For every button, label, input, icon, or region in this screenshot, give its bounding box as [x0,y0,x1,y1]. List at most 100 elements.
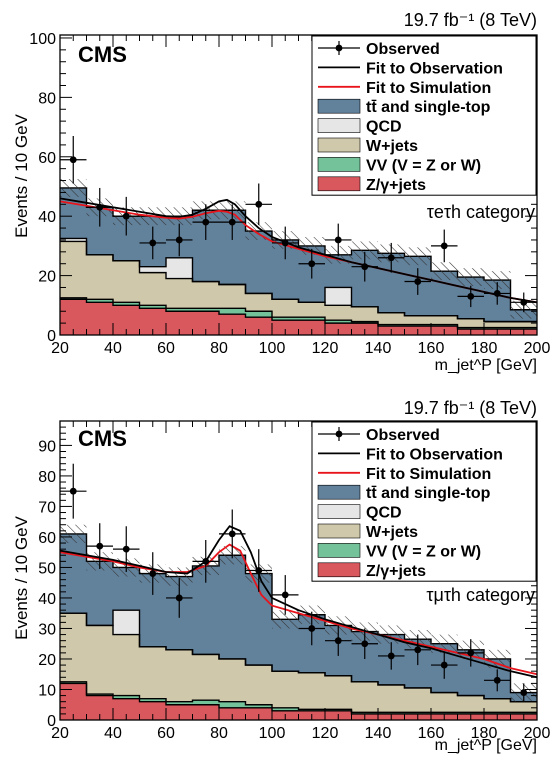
top-observed-point-5 [202,218,210,226]
top-observed-points [60,135,537,313]
bottom-xtick-label: 200 [524,725,551,742]
bottom-xtick-label: 140 [365,725,392,742]
top-legend-swatch-ttbar [317,98,361,114]
bottom-legend-label-5: W+jets [366,524,418,541]
top-observed-point-4 [175,236,183,244]
bottom-bar-vv-14 [431,712,458,714]
top-bar-qcd-4 [166,257,193,279]
top-legend-swatch-qcd [317,118,361,133]
bottom-observed-point-17 [520,689,528,696]
top-bar-vv-5 [192,308,219,312]
bottom-panel-labels: 19.7 fb⁻¹ (8 TeV) CMS τμτh category Even… [12,398,537,754]
top-bar-wjets-0 [60,241,87,298]
bottom-ytick-label: 20 [38,652,56,669]
bottom-bar-wjets-0 [60,613,87,682]
top-bar-ztau-7 [245,317,272,335]
top-legend-swatch-wjets [317,137,361,153]
bottom-bar-wjets-9 [298,672,325,710]
bottom-bar-vv-13 [404,712,431,714]
top-legend: Observed Fit to Observation Fit to Simulat… [311,35,537,196]
top-ytick-label: 20 [38,269,56,286]
bottom-bar-wjets-3 [139,646,166,699]
top-bar-wjets-15 [457,318,484,328]
bottom-observed-point-2 [122,545,130,553]
bottom-xtick-label: 180 [471,725,498,742]
top-bar-vv-6 [219,308,246,315]
top-observed-point-2 [122,212,130,220]
top-observed-point-10 [334,236,342,244]
bottom-bar-wjets-6 [219,658,246,702]
bottom-bar-wjets-15 [457,695,484,713]
bottom-y-ticks: 0 10 20 30 40 50 60 70 80 90 [38,420,537,730]
bottom-observed-points [60,463,537,702]
bottom-bar-vv-9 [298,709,325,711]
top-xtick-label: 120 [312,340,339,357]
bottom-bar-vv-3 [139,698,166,702]
top-bar-qcd-10 [325,287,352,306]
top-bar-qcd-3 [139,266,166,273]
bottom-bar-ztau-6 [219,707,246,720]
top-y-axis-label: Events / 10 GeV [12,113,31,237]
top-legend-label-3: tt̄ and single-top [366,98,491,116]
bottom-bar-wjets-14 [431,692,458,713]
top-xtick-label: 100 [259,340,286,357]
top-band-bin-15 [457,268,484,286]
top-observed-point-6 [228,218,236,226]
bottom-observed-point-3 [149,570,157,577]
bottom-bar-vv-17 [510,712,537,714]
bottom-bar-vv-8 [272,707,299,711]
top-observed-point-0 [69,156,77,164]
top-bar-wjets-5 [192,281,219,309]
top-band-bin-14 [431,262,458,281]
top-bar-vv-7 [245,311,272,318]
top-bar-ttbar-7 [245,231,272,294]
bottom-xtick-label: 40 [104,725,122,742]
bottom-observed-point-7 [255,567,263,574]
bottom-bar-wjets-5 [192,654,219,701]
top-bar-ztau-9 [298,320,325,335]
bottom-observed-point-13 [414,646,422,654]
bottom-bar-vv-15 [457,712,484,714]
top-bar-vv-8 [272,317,299,321]
top-xtick-label: 40 [104,340,122,357]
top-category-label: τeτh category [427,202,535,222]
top-bar-vv-4 [166,308,193,312]
bottom-legend-label-2: Fit to Simulation [366,466,491,483]
top-legend-label-5: W+jets [366,138,418,155]
bottom-ytick-label: 40 [38,591,56,608]
bottom-category-label: τμτh category [426,585,535,605]
bottom-outline-qcd [60,609,537,703]
bottom-observed-point-9 [308,625,316,632]
top-band-bin-11 [351,241,378,260]
bottom-band-bin-16 [484,649,511,669]
top-band-bin-7 [245,222,272,240]
top-bar-wjets-11 [351,306,378,322]
bottom-bar-wjets-11 [351,681,378,713]
bottom-bar-vv-6 [219,701,246,708]
top-xtick-label: 140 [365,340,392,357]
bottom-bar-wjets-4 [166,649,193,702]
top-legend-label-0: Observed [366,41,440,58]
bottom-ytick-label: 50 [38,560,56,577]
bottom-bar-ttbar-6 [219,555,246,659]
top-band-bin-0 [60,179,87,197]
bottom-legend-label-7: Z/γ+jets [366,563,426,580]
bottom-legend-label-3: tt̄ and single-top [366,484,491,502]
bottom-bar-wjets-2 [113,634,140,696]
bottom-bar-vv-1 [86,694,113,696]
top-bar-vv-16 [484,327,511,330]
bottom-bar-wjets-13 [404,687,431,713]
top-bar-vv-9 [298,317,325,321]
bottom-bar-vv-11 [351,712,378,714]
top-outline-qcd [60,237,537,323]
top-bar-vv-15 [457,327,484,330]
bottom-ytick-label: 30 [38,621,56,638]
top-bar-ztau-6 [219,314,246,335]
top-legend-label-1: Fit to Observation [366,60,503,77]
bottom-observed-point-10 [334,637,342,645]
top-xtick-label: 200 [524,340,551,357]
top-xtick-label: 20 [51,340,69,357]
